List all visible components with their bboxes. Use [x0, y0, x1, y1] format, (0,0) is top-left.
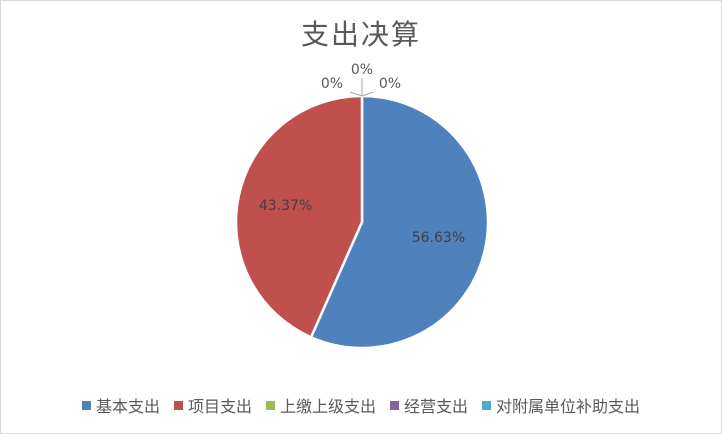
legend-item-5: 对附属单位补助支出: [482, 393, 640, 417]
legend-item-3: 上缴上级支出: [265, 393, 376, 417]
data-label-4: 0%: [351, 62, 373, 78]
legend: 基本支出 项目支出 上缴上级支出 经营支出 对附属单位补助支出: [1, 393, 721, 417]
legend-item-2: 项目支出: [173, 393, 252, 417]
data-label-3: 0%: [321, 76, 343, 92]
legend-label-3: 上缴上级支出: [279, 397, 376, 416]
legend-swatch-4: [390, 400, 399, 410]
legend-item-4: 经营支出: [390, 393, 468, 417]
leader-line-5: [361, 91, 374, 97]
pie-slice-2: [234, 94, 364, 339]
legend-swatch-3: [265, 400, 275, 410]
pie-slice-1: [309, 94, 490, 350]
data-label-1: 56.63%: [412, 230, 465, 246]
chart-title: 支出决算: [300, 18, 421, 51]
legend-swatch-2: [173, 400, 183, 410]
legend-swatch-5: [482, 400, 492, 410]
legend-label-4: 经营支出: [404, 397, 469, 416]
legend-item-1: 基本支出: [81, 393, 160, 417]
legend-label-1: 基本支出: [95, 397, 160, 416]
data-label-5: 0%: [379, 76, 401, 92]
data-label-2: 43.37%: [259, 198, 312, 214]
legend-label-5: 对附属单位补助支出: [496, 397, 641, 416]
leader-line-3: [349, 91, 363, 97]
legend-label-2: 项目支出: [187, 397, 252, 416]
legend-swatch-1: [81, 400, 91, 410]
